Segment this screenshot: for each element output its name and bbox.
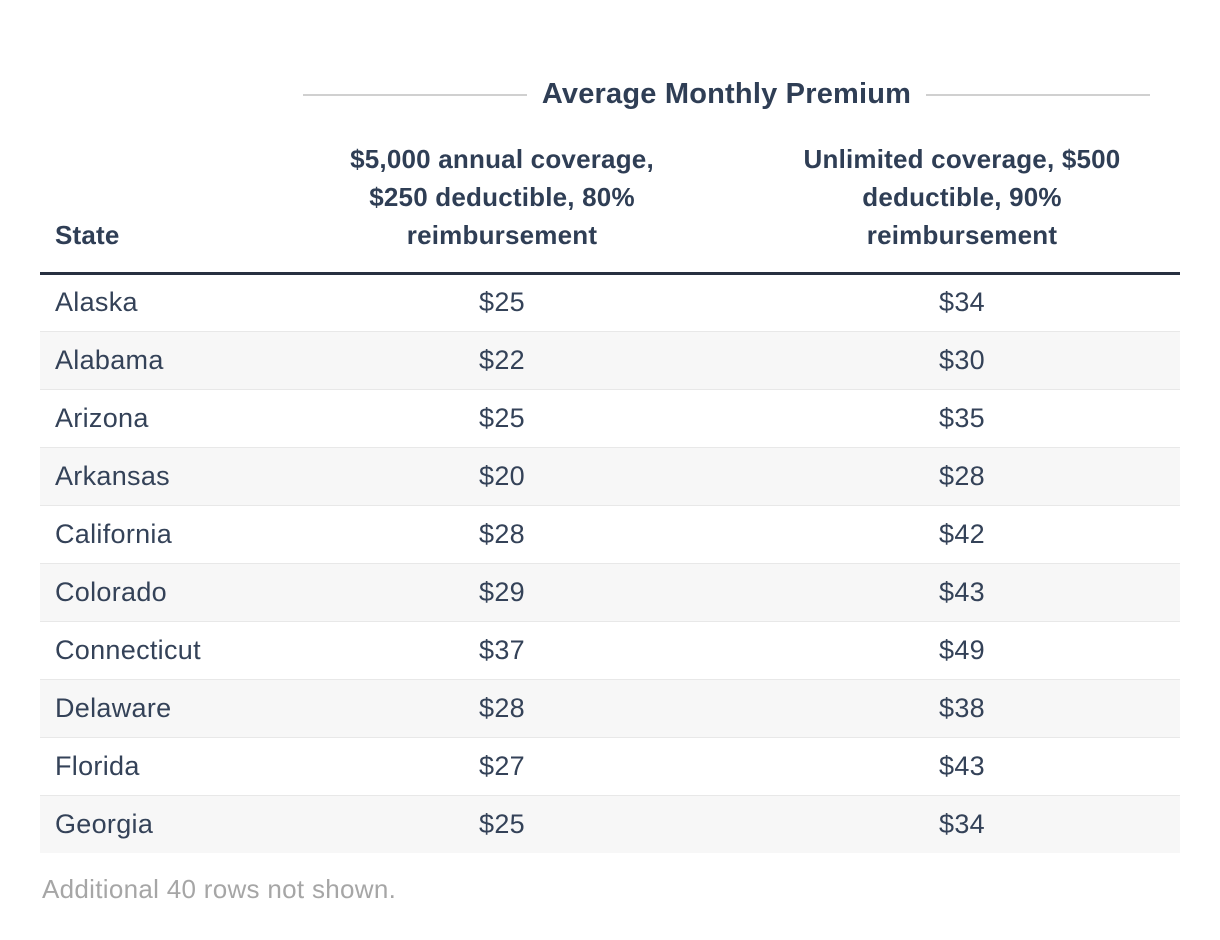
plan-5000-cell: $20 — [260, 446, 744, 505]
plan-5000-cell: $22 — [260, 330, 744, 389]
plan-5000-cell: $37 — [260, 620, 744, 679]
unlimited-cell: $34 — [744, 794, 1180, 853]
unlimited-cell: $38 — [744, 678, 1180, 737]
state-cell: Colorado — [40, 562, 260, 621]
table-row: Delaware $28 $38 — [40, 678, 1180, 737]
unlimited-cell: $35 — [744, 388, 1180, 447]
state-cell: Georgia — [40, 794, 260, 853]
unlimited-cell: $43 — [744, 562, 1180, 621]
unlimited-column-header: Unlimited coverage, $500 deductible, 90%… — [744, 140, 1180, 275]
title-rule-right — [926, 93, 1150, 96]
plan-5000-column-header: $5,000 annual coverage, $250 deductible,… — [260, 140, 744, 275]
table-row: California $28 $42 — [40, 504, 1180, 563]
plan-5000-cell: $28 — [260, 678, 744, 737]
state-cell: Arkansas — [40, 446, 260, 505]
unlimited-cell: $42 — [744, 504, 1180, 563]
title-rule-left — [303, 93, 527, 96]
state-cell: Florida — [40, 736, 260, 795]
table-row: Alaska $25 $34 — [40, 273, 1180, 331]
plan-5000-cell: $27 — [260, 736, 744, 795]
state-cell: Alabama — [40, 330, 260, 389]
table-row: Alabama $22 $30 — [40, 330, 1180, 389]
table-row: Florida $27 $43 — [40, 736, 1180, 795]
table-row: Georgia $25 $34 — [40, 794, 1180, 853]
state-cell: Arizona — [40, 388, 260, 447]
state-column-header: State — [40, 140, 260, 275]
plan-5000-cell: $29 — [260, 562, 744, 621]
state-cell: Alaska — [55, 287, 138, 317]
table-row: Arizona $25 $35 — [40, 388, 1180, 447]
unlimited-cell: $30 — [744, 330, 1180, 389]
premium-table: State $5,000 annual coverage, $250 deduc… — [40, 140, 1180, 853]
unlimited-cell: $28 — [744, 446, 1180, 505]
unlimited-cell: $43 — [744, 736, 1180, 795]
header-row: State $5,000 annual coverage, $250 deduc… — [40, 140, 1180, 275]
table-title: Average Monthly Premium — [541, 78, 912, 110]
table-row: Colorado $29 $43 — [40, 562, 1180, 621]
plan-5000-cell: $25 — [260, 388, 744, 447]
plan-5000-cell: $28 — [260, 504, 744, 563]
state-cell: California — [40, 504, 260, 563]
footer-note: Additional 40 rows not shown. — [42, 874, 397, 904]
unlimited-cell: $34 — [939, 287, 985, 317]
plan-5000-cell: $25 — [260, 794, 744, 853]
state-cell: Connecticut — [40, 620, 260, 679]
table-row: Connecticut $37 $49 — [40, 620, 1180, 679]
unlimited-cell: $49 — [744, 620, 1180, 679]
plan-5000-cell: $25 — [479, 287, 525, 317]
table-title-row: Average Monthly Premium — [303, 78, 1150, 111]
table-row: Arkansas $20 $28 — [40, 446, 1180, 505]
premium-table-container: State $5,000 annual coverage, $250 deduc… — [40, 140, 1180, 905]
state-cell: Delaware — [40, 678, 260, 737]
